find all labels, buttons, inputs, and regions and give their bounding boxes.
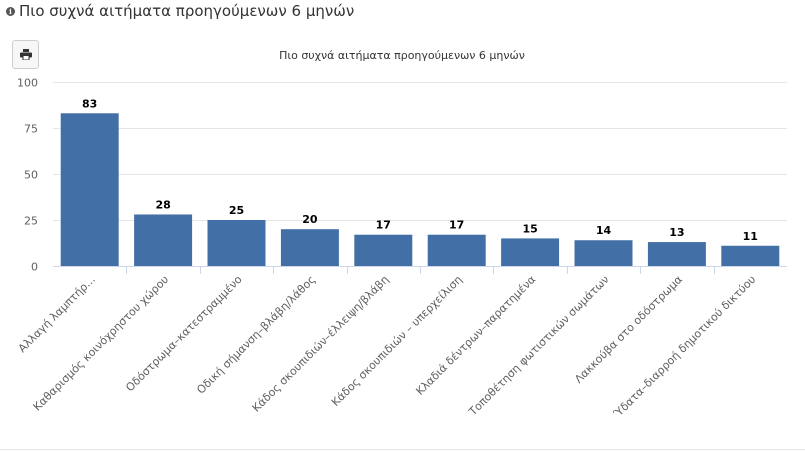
bar[interactable] xyxy=(207,220,266,266)
x-tick-label: Οδική σήμανση–βλάβη/λάθος xyxy=(194,273,318,397)
x-tick-label: Τοποθέτηση φωτιστικών σωμάτων xyxy=(466,273,612,419)
x-tick-label: Κάδος σκουπιδιών – υπερχείλιση xyxy=(329,273,465,409)
x-tick-label: Οδόστρωμα–κατεστραμμένο xyxy=(123,273,245,395)
y-tick-label: 100 xyxy=(17,77,38,90)
bar[interactable] xyxy=(134,214,193,266)
bar[interactable] xyxy=(427,234,486,266)
x-tick-label: Καθαρισμός κοινόχρηστου χώρου xyxy=(31,273,172,414)
data-label: 13 xyxy=(669,226,684,239)
bar[interactable] xyxy=(354,234,413,266)
info-circle-icon: i xyxy=(6,7,15,16)
x-tick-label: Ύδατα–διαρροή δημοτικού δικτύου xyxy=(611,273,759,421)
y-tick-label: 75 xyxy=(24,123,38,136)
bar[interactable] xyxy=(280,229,339,266)
chart-title: Πιο συχνά αιτήματα προηγούμενων 6 μηνών xyxy=(279,49,525,62)
bar[interactable] xyxy=(501,238,560,266)
y-tick-label: 50 xyxy=(24,169,38,182)
y-axis: 0 25 50 75 100 xyxy=(17,77,38,274)
bar[interactable] xyxy=(574,240,633,266)
y-tick-label: 25 xyxy=(24,215,38,228)
data-label: 83 xyxy=(82,97,97,110)
data-label: 20 xyxy=(302,213,318,226)
print-icon xyxy=(20,49,32,60)
x-tick-label: Αλλαγή λαμπτήρ... xyxy=(16,273,98,355)
bar[interactable] xyxy=(647,242,706,266)
panel-title: Πιο συχνά αιτήματα προηγούμενων 6 μηνών xyxy=(19,2,355,20)
panel-header: i Πιο συχνά αιτήματα προηγούμενων 6 μηνώ… xyxy=(0,0,805,26)
data-label: 17 xyxy=(449,219,464,232)
data-label: 28 xyxy=(155,198,170,211)
x-tick-label: Κλαδιά δέντρων–παρατημένα xyxy=(413,273,538,398)
gridlines xyxy=(53,82,787,267)
panel-bottom-border xyxy=(0,449,805,450)
y-tick-label: 0 xyxy=(31,261,38,274)
bar-series xyxy=(60,113,780,266)
data-label: 14 xyxy=(596,224,612,237)
data-label: 25 xyxy=(229,204,244,217)
data-labels: 83 28 25 20 17 17 15 14 13 11 xyxy=(82,97,758,242)
x-axis: Αλλαγή λαμπτήρ...Καθαρισμός κοινόχρηστου… xyxy=(16,266,759,421)
data-label: 11 xyxy=(743,230,758,243)
bar[interactable] xyxy=(60,113,119,266)
x-tick-label: Κάδος σκουπιδιών–έλλειψη/βλάβη xyxy=(250,273,392,415)
data-label: 15 xyxy=(522,222,537,235)
bar[interactable] xyxy=(721,245,780,266)
data-label: 17 xyxy=(376,219,391,232)
print-button[interactable] xyxy=(12,40,39,69)
